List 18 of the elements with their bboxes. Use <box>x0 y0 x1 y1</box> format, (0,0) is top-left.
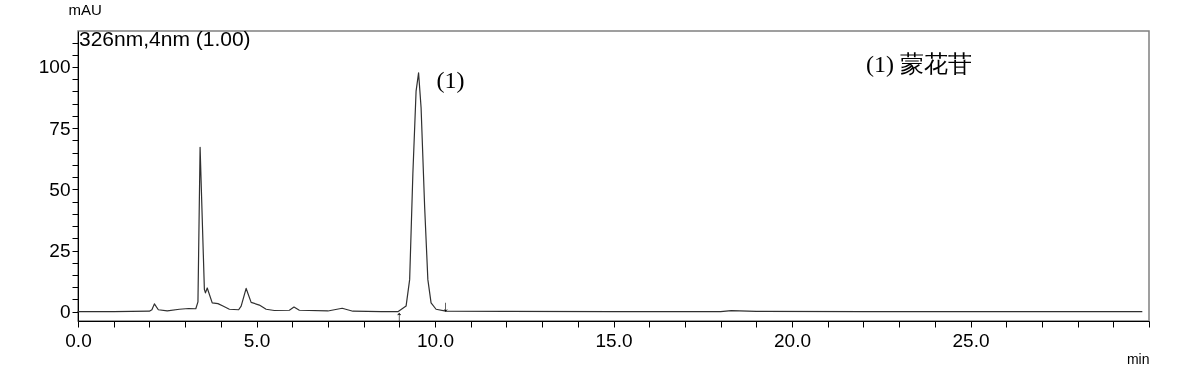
annotation: ↓ <box>441 298 450 315</box>
annotation: (1) 蒙花苷 <box>866 51 972 77</box>
x-tick-label: 5.0 <box>243 329 271 351</box>
x-tick-label: 15.0 <box>595 329 633 351</box>
y-axis-title: mAU <box>68 0 102 18</box>
y-tick-label: 50 <box>49 178 71 200</box>
x-tick-label: 0.0 <box>65 329 92 351</box>
y-tick-label: 75 <box>49 117 71 139</box>
y-tick-label: 100 <box>38 56 71 78</box>
y-tick-label: 0 <box>59 301 71 323</box>
x-tick-label: 10.0 <box>417 329 454 351</box>
chart-title: 326nm,4nm (1.00) <box>79 27 251 50</box>
annotation: ↑ <box>395 308 404 325</box>
x-tick-label: 20.0 <box>774 329 811 351</box>
y-tick-label: 25 <box>49 240 71 262</box>
x-axis-title: min <box>1126 350 1150 367</box>
x-tick-label: 25.0 <box>952 329 990 351</box>
annotation: (1) <box>436 66 465 93</box>
